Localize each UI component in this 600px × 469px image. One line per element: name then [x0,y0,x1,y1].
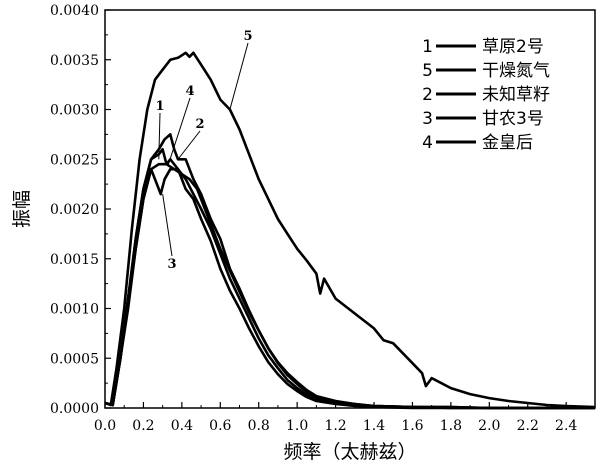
y-tick-label: 0.0030 [50,103,99,119]
legend-number: 1 [422,37,433,57]
annotation-leader [162,194,173,257]
y-tick-label: 0.0000 [50,401,99,417]
annotation-leader [167,97,191,165]
x-tick-label: 2.0 [478,418,500,434]
y-tick-label: 0.0025 [50,152,99,168]
y-tick-label: 0.0020 [50,202,99,218]
curve-number-label: 1 [155,99,164,114]
x-tick-label: 0.6 [209,418,231,434]
x-tick-label: 0.8 [248,418,270,434]
curve-annotations: 1 4 2 3 5 [155,29,252,272]
curve-number-label: 4 [185,84,194,99]
annotation-leader [177,130,201,160]
x-tick-label: 1.2 [324,418,346,434]
annotation-leader [158,112,161,160]
x-tick-label: 1.6 [401,418,423,434]
y-tick-label: 0.0040 [50,3,99,19]
x-tick-label: 1.4 [363,418,385,434]
y-tick-label: 0.0035 [50,53,99,69]
legend-number: 4 [422,133,433,153]
y-axis-ticks: 0.0000 0.0005 0.0010 0.0015 0.0020 0.0025 0.00… [50,3,111,417]
curve-number-label: 5 [243,29,252,44]
plot-lines [104,51,596,410]
series-line-1 [104,148,595,410]
x-axis-title: 频率（太赫兹） [283,441,416,463]
y-tick-label: 0.0010 [50,302,99,318]
legend-number: 3 [422,109,433,129]
x-tick-label: 0.4 [171,418,193,434]
curve-number-label: 2 [195,117,204,132]
series-line-2 [104,133,595,410]
y-tick-label: 0.0005 [50,351,99,367]
legend-number: 5 [422,61,433,81]
legend: 1 草原2号 5 干燥氮气 2 未知草籽 3 甘农3号 4 金皇后 [422,37,550,153]
series-line-5 [104,51,596,409]
x-tick-label: 1.0 [286,418,308,434]
legend-label: 金皇后 [482,133,533,153]
x-axis-ticks: 0.0 0.2 0.4 0.6 0.8 1.0 1.2 1.4 1.6 1.8 2.0 2.2 2.4 [94,402,577,434]
legend-label: 甘农3号 [482,109,544,129]
x-tick-label: 2.4 [555,418,577,434]
series-line-4 [104,162,595,410]
series-line-3 [104,167,595,410]
annotation-leader [229,42,249,110]
y-tick-label: 0.0015 [50,252,99,268]
x-tick-label: 2.2 [517,418,539,434]
x-tick-label: 0.2 [132,418,154,434]
legend-label: 草原2号 [482,37,544,57]
legend-number: 2 [422,85,433,105]
curve-number-label: 3 [167,257,176,272]
legend-label: 未知草籽 [482,85,550,105]
y-axis-title: 振幅 [11,190,33,228]
x-tick-label: 1.8 [440,418,462,434]
x-tick-label: 0.0 [94,418,116,434]
legend-label: 干燥氮气 [482,61,550,81]
